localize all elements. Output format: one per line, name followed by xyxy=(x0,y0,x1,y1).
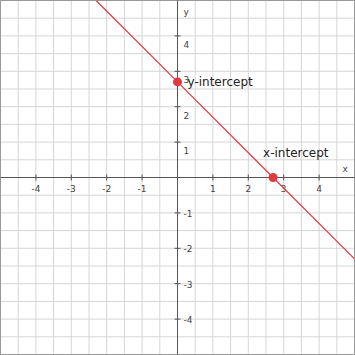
y-tick-label: -4 xyxy=(184,315,193,325)
y-tick-label: -1 xyxy=(184,209,193,219)
chart-svg: -4-3-2-11234-4-3-2-11234xyy-interceptx-i… xyxy=(0,0,355,355)
x-tick xyxy=(319,175,320,181)
x-tick xyxy=(35,175,36,181)
y-tick-label: 1 xyxy=(184,146,190,156)
annotation-label: x-intercept xyxy=(263,146,329,160)
x-tick xyxy=(212,175,213,181)
x-tick xyxy=(283,175,284,181)
grid-line xyxy=(35,1,36,355)
x-tick xyxy=(106,175,107,181)
x-tick-label: -4 xyxy=(31,184,40,194)
grid-minor xyxy=(177,1,178,355)
grid-line xyxy=(1,319,355,320)
x-tick-label: 2 xyxy=(245,184,251,194)
y-tick xyxy=(175,142,181,143)
grid-line xyxy=(319,1,320,355)
grid-line xyxy=(71,1,72,355)
grid-line xyxy=(283,1,284,355)
grid-line xyxy=(1,248,355,249)
y-tick-label: 4 xyxy=(184,40,190,50)
y-tick xyxy=(175,106,181,107)
x-axis-label: x xyxy=(343,164,349,174)
x-tick xyxy=(71,175,72,181)
x-tick xyxy=(248,175,249,181)
y-tick-label: -2 xyxy=(184,244,193,254)
x-tick xyxy=(142,175,143,181)
annotation-point xyxy=(269,173,278,182)
background xyxy=(0,0,355,355)
y-tick xyxy=(175,35,181,36)
data-line xyxy=(96,1,354,259)
x-tick-label: -1 xyxy=(138,184,147,194)
plot-marks xyxy=(96,1,354,259)
grid-line xyxy=(1,283,355,284)
y-tick xyxy=(175,71,181,72)
y-tick xyxy=(175,283,181,284)
chart-container: -4-3-2-11234-4-3-2-11234xyy-interceptx-i… xyxy=(0,0,355,355)
grid-line xyxy=(1,142,355,143)
x-tick-label: -2 xyxy=(102,184,111,194)
x-tick-label: -3 xyxy=(67,184,76,194)
y-tick xyxy=(175,319,181,320)
grid-line xyxy=(1,212,355,213)
y-tick-label: -3 xyxy=(184,280,193,290)
plot-frame xyxy=(1,1,355,355)
y-tick xyxy=(175,248,181,249)
annotation-label: y-intercept xyxy=(188,75,254,89)
x-tick-label: 1 xyxy=(210,184,216,194)
grid-line xyxy=(1,106,355,107)
grid-line xyxy=(1,71,355,72)
grid-line xyxy=(212,1,213,355)
annotation-point xyxy=(173,77,182,86)
y-tick xyxy=(175,212,181,213)
y-tick-label: 2 xyxy=(184,111,190,121)
x-tick-label: 4 xyxy=(316,184,322,194)
grid-line xyxy=(1,35,355,36)
grid-line xyxy=(248,1,249,355)
y-axis-label: y xyxy=(184,7,190,17)
grid-line xyxy=(106,1,107,355)
y-axis xyxy=(177,1,178,355)
grid-line xyxy=(142,1,143,355)
